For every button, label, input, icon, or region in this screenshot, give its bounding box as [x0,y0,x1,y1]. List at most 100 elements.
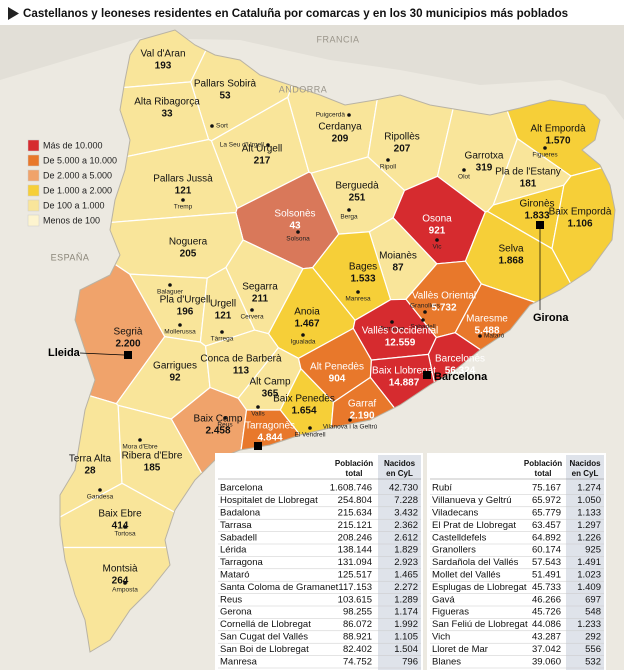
legend-swatch [27,154,40,167]
table-cell: 1.504 [394,644,418,655]
table-cell: Sardañola del Vallés [432,557,519,568]
comarca-value: 56.324 [445,366,476,377]
comarca-value: 319 [476,163,493,174]
capital-marker [124,351,132,359]
town-dot [462,168,466,172]
comarca-name: Alt Urgell [242,144,283,155]
town-label: Granollers [410,303,441,310]
town-label: La Seu d'Urgell [220,142,265,149]
town-dot [423,310,427,314]
comarca-value: 365 [262,389,279,400]
comarca-name: Baix Penedès [273,394,335,405]
comarca-name: Moianès [379,251,417,262]
table-cell: Mollet del Vallés [432,570,501,581]
comarca-name: Segarra [242,282,278,293]
table-cell: 37.042 [532,644,561,655]
comarca-name: Cerdanya [318,122,362,133]
comarca-name: Baix Empordà [549,207,612,218]
town-dot [435,238,439,242]
town-dot [543,146,547,150]
town-dot [386,158,390,162]
capital-marker [254,442,262,450]
table-cell: Tarragona [220,557,263,568]
table-cell: Esplugas de Llobregat [432,582,527,593]
town-dot [98,488,102,492]
table-cell: 7.228 [394,495,418,506]
town-dot [348,418,352,422]
table-cell: 88.921 [343,632,372,643]
table-cell: Tarrasa [220,520,252,531]
table-cell: 208.246 [338,532,372,543]
comarca-value: 2.200 [115,339,140,350]
comarca-value: 113 [233,366,250,377]
comarca-name: Pallars Jussà [153,174,213,185]
comarca-value: 211 [252,294,269,305]
table-cell: 63.457 [532,520,561,531]
comarca-name: Montsià [102,564,137,575]
comarca-name: Selva [498,244,523,255]
table-cell: 1.297 [577,520,601,531]
table-cell: 3.432 [394,508,418,519]
table-cell: Mataró [220,570,250,581]
comarca-value: 205 [180,249,197,260]
table-cell: 131.094 [338,557,372,568]
comarca-name: Barcelonès [435,354,485,365]
comarca-value: 1.570 [545,136,570,147]
table-header: en CyL [386,469,413,478]
comarca-value: 209 [332,134,349,145]
comarca-value: 87 [392,263,404,274]
town-label: Mora d'Ebre [122,444,158,451]
comarca-value: 43 [289,221,301,232]
table-cell: 1.226 [577,532,601,543]
title-band [0,0,624,25]
town-dot [138,438,142,442]
comarca-name: Conca de Barberà [200,354,282,365]
town-label: Sort [216,123,228,130]
table-cell: San Feliú de Llobregat [432,619,528,630]
comarca-value: 217 [254,156,271,167]
table-cell: 98.255 [343,607,372,618]
comarca-value: 1.467 [294,319,319,330]
table-cell: 86.072 [343,619,372,630]
table-cell: Gavá [432,594,455,605]
table-cell: 125.517 [338,570,372,581]
town-dot [347,208,351,212]
comarca-name: Noguera [169,237,208,248]
table-cell: 1.174 [394,607,418,618]
comarca-name: Pla de l'Estany [495,167,561,178]
table-cell: Santa Coloma de Gramanet [220,582,339,593]
table-cell: Lérida [220,545,247,556]
capital-label: Girona [533,312,569,324]
country-label: ANDORRA [279,84,328,94]
table-cell: 215.634 [338,508,372,519]
comarca-name: Solsonès [274,209,315,220]
town-dot [123,581,127,585]
comarca-value: 92 [169,373,181,384]
table-cell: 1.608.746 [330,483,372,494]
town-dot [478,334,482,338]
table-cell: Blanes [432,656,461,667]
comarca-name: Gironès [519,199,554,210]
table-cell: 556 [585,644,601,655]
table-cell: 103.615 [338,594,372,605]
comarca-name: Maresme [466,314,508,325]
comarca-value: 4.844 [257,433,282,444]
table-cell: Hospitalet de Llobregat [220,495,318,506]
table-cell: 1.233 [577,619,601,630]
table-cell: 60.174 [532,545,561,556]
table-cell: 1.050 [577,495,601,506]
comarca-value: 185 [144,463,161,474]
labels: FRANCIA ANDORRA ESPAÑA Sort La Seu d'Urgell P… [27,34,612,594]
comarca-value: 251 [349,193,366,204]
comarca-value: 196 [177,307,194,318]
table-cell: 51.491 [532,570,561,581]
town-label: Balaguer [157,289,184,296]
table-cell: 65.779 [532,508,561,519]
capital-marker [536,221,544,229]
comarca-name: Pla d'Urgell [160,295,211,306]
town-label: Gandesa [87,494,114,501]
leader-line [79,352,125,356]
table-cell: El Prat de Llobregat [432,520,516,531]
comarca-value: 28 [84,466,96,477]
